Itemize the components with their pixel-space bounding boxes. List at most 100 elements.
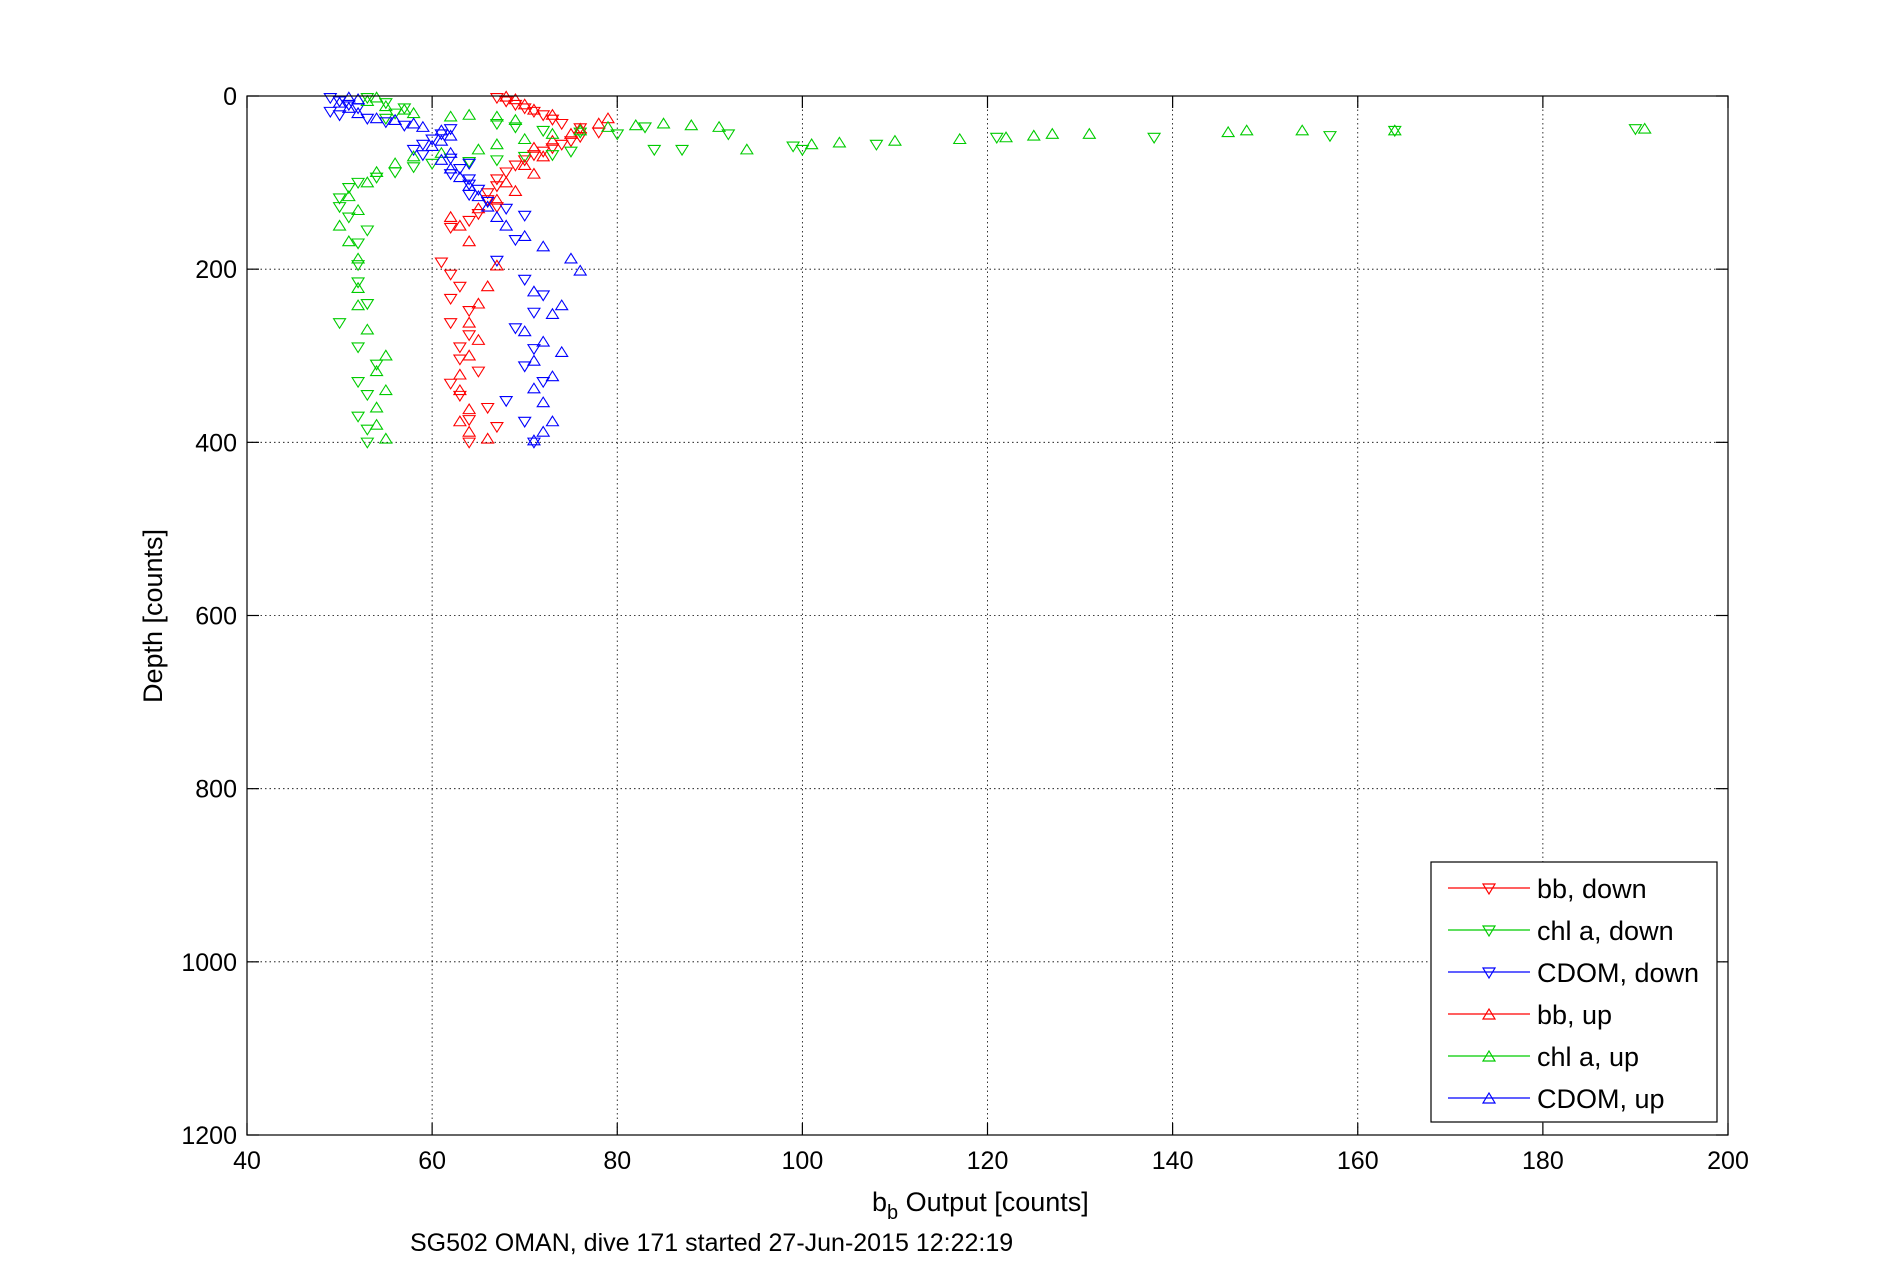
data-point	[499, 219, 514, 231]
data-point	[536, 376, 551, 389]
data-point	[360, 299, 375, 311]
data-point	[360, 94, 375, 106]
data-point	[378, 383, 393, 396]
y-tick-label: 800	[195, 776, 237, 804]
data-point	[341, 91, 356, 103]
legend-box	[1430, 861, 1718, 1123]
data-point	[351, 93, 366, 105]
data-point	[526, 285, 541, 297]
legend-entry-bb-down: bb, down	[1448, 874, 1647, 904]
data-point	[341, 235, 356, 247]
data-point	[462, 108, 477, 120]
data-point	[573, 122, 588, 134]
triangle-down-marker	[1481, 967, 1497, 980]
data-point	[601, 120, 615, 132]
x-axis-label-rest: Output [counts]	[898, 1187, 1089, 1217]
data-point	[443, 318, 458, 330]
data-point	[443, 222, 458, 235]
triangle-up-marker	[1481, 1091, 1497, 1104]
data-point	[739, 143, 754, 155]
data-point	[508, 93, 523, 105]
data-point	[1045, 127, 1060, 139]
data-point	[341, 189, 356, 202]
data-point	[360, 323, 375, 335]
axis-ticks: 40 60 80 100 120 140 160 180 200 0 200 400 600 800 100…	[181, 83, 1748, 1175]
data-point	[526, 382, 541, 394]
data-point	[452, 390, 467, 403]
data-point	[388, 157, 403, 169]
data-point	[332, 202, 347, 214]
data-point	[462, 330, 477, 342]
data-point	[526, 437, 541, 449]
data-point	[554, 299, 569, 311]
data-point	[508, 323, 523, 335]
data-point	[462, 215, 477, 228]
data-point	[499, 176, 514, 188]
data-point	[489, 92, 504, 105]
data-point	[360, 92, 375, 105]
data-point	[508, 184, 523, 196]
data-point	[452, 219, 467, 231]
data-point	[378, 432, 393, 444]
data-point	[323, 92, 338, 105]
data-point	[332, 318, 347, 330]
data-point	[471, 366, 486, 378]
data-point	[323, 106, 338, 119]
data-point	[471, 333, 486, 345]
legend-label: chl a, down	[1537, 916, 1674, 946]
data-point	[332, 219, 347, 231]
series-bb-up	[443, 90, 615, 444]
data-point	[517, 210, 532, 222]
data-point	[471, 189, 486, 202]
data-point	[369, 91, 384, 103]
data-point	[351, 252, 366, 264]
data-point	[1239, 124, 1254, 136]
data-point	[526, 307, 541, 319]
data-point	[452, 383, 467, 396]
x-tick-label: 40	[233, 1147, 261, 1175]
data-point	[573, 124, 588, 136]
x-tick-label: 200	[1707, 1147, 1749, 1175]
data-point	[647, 144, 662, 157]
data-point	[675, 144, 690, 157]
data-point	[443, 169, 458, 181]
data-point	[804, 138, 819, 150]
data-point	[887, 134, 902, 146]
y-tick-label: 400	[195, 429, 237, 457]
caption: SG502 OMAN, dive 171 started 27-Jun-2015…	[410, 1229, 1013, 1257]
data-point	[341, 212, 356, 224]
data-point	[517, 229, 532, 242]
data-point	[573, 264, 588, 276]
data-point	[536, 240, 551, 252]
data-point	[369, 401, 384, 413]
data-point	[952, 132, 967, 145]
data-point	[443, 210, 458, 222]
data-point	[415, 150, 430, 162]
data-point	[610, 129, 625, 141]
data-point	[1295, 124, 1310, 136]
data-point	[517, 274, 532, 286]
data-point	[712, 120, 727, 132]
data-point	[480, 432, 495, 444]
data-point	[1322, 131, 1337, 143]
x-tick-label: 60	[418, 1147, 446, 1175]
data-point	[499, 203, 514, 215]
data-point	[526, 344, 541, 356]
data-point	[378, 349, 393, 361]
data-point	[332, 110, 347, 122]
data-point	[499, 96, 514, 108]
x-axis-label: bb Output [counts]	[872, 1187, 1089, 1224]
data-point	[489, 110, 504, 122]
data-point	[536, 125, 551, 138]
data-point	[517, 361, 532, 373]
data-point	[721, 129, 736, 141]
data-point	[489, 118, 504, 131]
data-point	[462, 179, 477, 191]
data-point	[351, 281, 366, 293]
data-point	[397, 103, 412, 115]
data-point	[786, 141, 801, 153]
data-point	[554, 345, 569, 358]
data-point	[434, 146, 449, 158]
data-point	[1221, 125, 1236, 138]
